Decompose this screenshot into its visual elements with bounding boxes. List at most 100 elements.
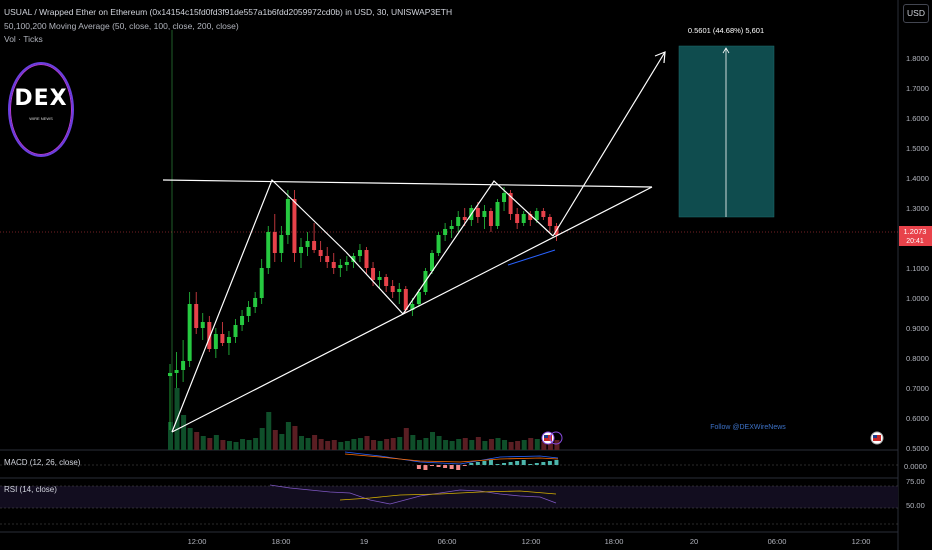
volume-bar [410, 435, 416, 450]
candle[interactable] [502, 193, 507, 202]
wave-leg-down[interactable] [345, 251, 404, 315]
candle[interactable] [207, 322, 212, 349]
volume-bar [541, 441, 547, 450]
candle[interactable] [299, 247, 303, 253]
us-flag-icon[interactable] [549, 431, 563, 445]
price-tick-label: 1.7000 [906, 84, 929, 93]
symbol-title[interactable]: USUAL / Wrapped Ether on Ethereum (0x141… [4, 7, 453, 17]
candle[interactable] [285, 199, 290, 235]
volume-bar [312, 435, 318, 450]
volume-bar [397, 437, 403, 450]
candle[interactable] [390, 286, 395, 292]
candle[interactable] [233, 325, 238, 337]
candle[interactable] [547, 217, 552, 226]
candle[interactable] [312, 241, 317, 250]
measure-box[interactable] [678, 45, 775, 218]
currency-button[interactable]: USD [903, 4, 929, 23]
price-axis[interactable]: 1.8000 1.7000 1.6000 1.5000 1.4000 1.3000 1.10… [906, 54, 929, 453]
candle[interactable] [475, 208, 480, 217]
candle[interactable] [534, 211, 539, 220]
candle[interactable] [174, 370, 179, 373]
candle[interactable] [521, 214, 526, 223]
candle[interactable] [325, 256, 330, 262]
candle[interactable] [443, 229, 448, 235]
volume-bar [292, 426, 298, 450]
time-tick-label: 06:00 [438, 537, 457, 546]
time-axis[interactable]: 12:00 18:00 19 06:00 12:00 18:00 20 06:00 12:00 [188, 537, 871, 546]
candle[interactable] [272, 232, 277, 253]
candle[interactable] [253, 298, 258, 307]
volume-bar [377, 441, 383, 450]
time-tick-label: 06:00 [768, 537, 787, 546]
wave-leg-2[interactable] [402, 180, 554, 315]
candle[interactable] [187, 304, 192, 361]
candle[interactable] [344, 262, 349, 265]
macd-signal-line [344, 453, 559, 463]
candle[interactable] [508, 193, 513, 214]
macd-histogram-bar [515, 461, 520, 465]
candle[interactable] [410, 304, 415, 310]
candle[interactable] [213, 334, 218, 349]
volume-bar [272, 430, 278, 450]
candle[interactable] [259, 268, 264, 298]
candle[interactable] [168, 373, 172, 376]
candle[interactable] [397, 289, 402, 292]
candle[interactable] [462, 217, 467, 220]
volume-bar [200, 436, 206, 450]
projection-arrow[interactable] [552, 51, 666, 237]
candle[interactable] [482, 211, 487, 217]
candle[interactable] [528, 214, 533, 220]
candle[interactable] [403, 289, 408, 310]
macd-histogram-bar [541, 462, 546, 465]
candle[interactable] [331, 262, 336, 268]
candle[interactable] [194, 304, 199, 328]
price-tick-label: 1.5000 [906, 144, 929, 153]
candle[interactable] [495, 202, 500, 226]
candle[interactable] [364, 250, 369, 268]
candle[interactable] [181, 361, 186, 370]
ascending-support-line[interactable] [171, 186, 653, 433]
trend-drawings[interactable] [162, 51, 666, 433]
candle[interactable] [338, 265, 343, 268]
candle[interactable] [318, 250, 323, 256]
volume-legend[interactable]: Vol · Ticks [4, 34, 43, 44]
us-flag-icon[interactable] [870, 431, 884, 445]
candle[interactable] [384, 277, 389, 286]
candle[interactable] [416, 292, 421, 304]
candle[interactable] [541, 211, 546, 217]
candle[interactable] [246, 307, 251, 316]
candle[interactable] [488, 211, 493, 226]
candle[interactable] [351, 256, 356, 262]
macd-histogram-bar [554, 460, 559, 465]
candle[interactable] [357, 250, 362, 256]
candle[interactable] [456, 217, 461, 226]
volume-bar [357, 438, 363, 450]
volume-bar [436, 436, 442, 450]
volume-bar [456, 439, 462, 450]
volume-bar [469, 440, 475, 450]
volume-bar [390, 438, 396, 450]
candle[interactable] [279, 235, 284, 253]
candle[interactable] [371, 268, 376, 280]
candle[interactable] [240, 316, 245, 325]
candle[interactable] [515, 214, 520, 223]
volume-bar [226, 441, 232, 450]
macd-histogram-bar [547, 461, 552, 465]
candle[interactable] [292, 199, 297, 253]
moving-average-legend[interactable]: 50,100,200 Moving Average (50, close, 10… [4, 21, 239, 31]
candle[interactable] [226, 337, 231, 343]
candle[interactable] [430, 253, 434, 271]
candle[interactable] [200, 322, 205, 328]
candle[interactable] [266, 232, 271, 268]
wave-leg-1[interactable] [171, 178, 347, 433]
macd-histogram-bar [430, 465, 434, 466]
candle[interactable] [449, 226, 454, 229]
candle[interactable] [377, 277, 382, 280]
candle[interactable] [436, 235, 441, 253]
candle[interactable] [220, 334, 225, 343]
candle[interactable] [305, 241, 310, 247]
volume-bar [502, 440, 508, 450]
resistance-line[interactable] [162, 179, 653, 188]
volume-bar [194, 432, 200, 450]
